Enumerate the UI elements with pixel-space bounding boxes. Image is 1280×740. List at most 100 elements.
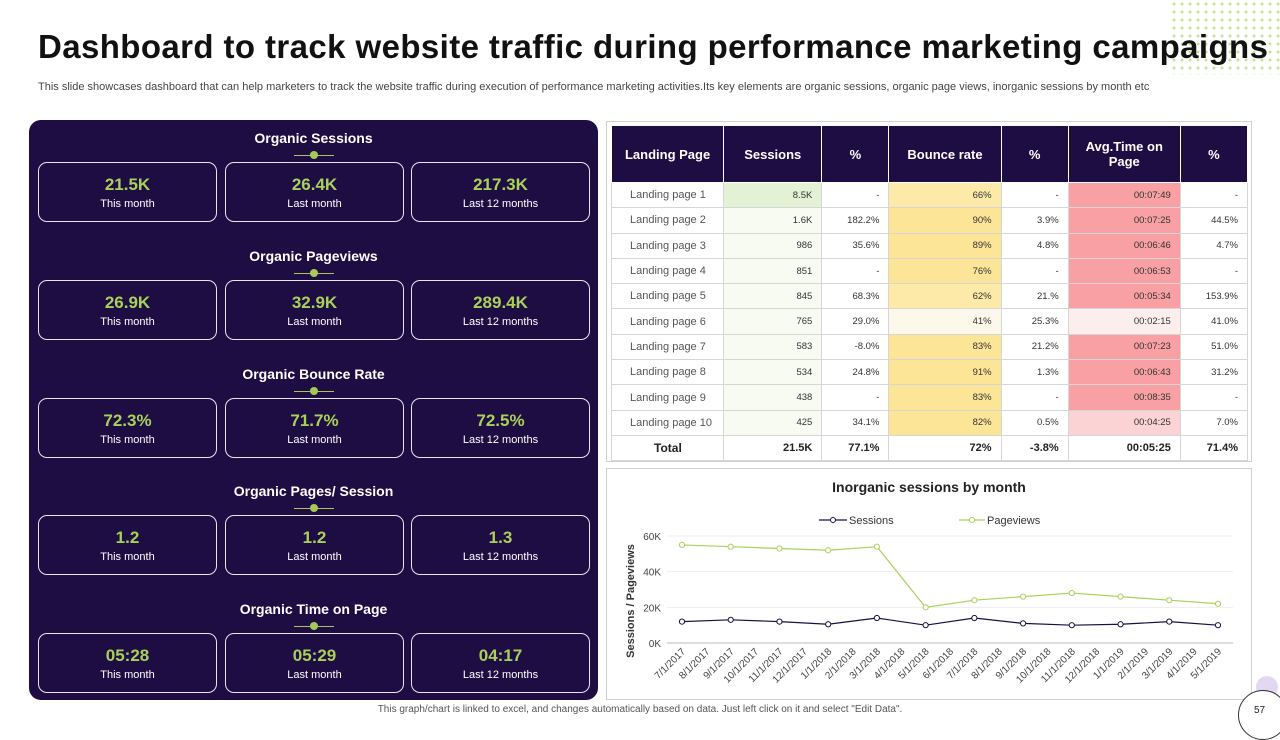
cell-landing-page: Total (610, 434, 725, 462)
landing-page-table: Landing Page Sessions % Bounce rate % Av… (610, 125, 1249, 462)
section-divider-dot (310, 622, 318, 630)
chart-legend: Sessions Pageviews (819, 515, 1041, 527)
cell-sessions-pct: 77.1% (821, 434, 890, 462)
cell-bounce-rate: 41% (888, 308, 1002, 335)
metric-value: 05:28 (105, 646, 150, 665)
cell-time-pct: - (1179, 384, 1249, 411)
cell-bounce-rate: 90% (888, 207, 1002, 234)
metric-value: 72.5% (476, 411, 525, 430)
cell-bounce-pct: 4.8% (1000, 232, 1069, 259)
cell-bounce-pct: 3.9% (1000, 207, 1069, 234)
metric-card-last-month: 1.2 Last month (225, 515, 404, 575)
cell-bounce-pct: -3.8% (1000, 434, 1069, 462)
data-point-pageviews (873, 543, 881, 550)
metric-label: Last month (287, 551, 342, 563)
cell-sessions: 986 (723, 232, 823, 259)
table-row: Landing page 3 986 35.6% 89% 4.8% 00:06:46 4.7… (610, 232, 1249, 259)
chart-title: Inorganic sessions by month (832, 479, 1026, 495)
table-row: Landing page 9 438-83% -00:08:35- (610, 384, 1249, 411)
data-point-sessions (873, 614, 881, 622)
cell-landing-page: Landing page 8 (610, 359, 725, 386)
legend-sessions-marker (830, 517, 836, 523)
data-point-sessions (776, 618, 783, 625)
cell-landing-page: Landing page 4 (610, 257, 725, 285)
cell-sessions: 845 (723, 283, 823, 310)
footer-note: This graph/chart is linked to excel, and… (377, 704, 903, 715)
cell-landing-page: Landing page 5 (610, 283, 725, 310)
cell-sessions: 425 (723, 409, 823, 436)
cell-avg-time: 00:06:43 (1067, 359, 1181, 386)
metric-value: 32.9K (291, 293, 338, 312)
cell-time-pct: 7.0% (1179, 409, 1249, 436)
table-total-row: Total 21.5K 77.1% 72% -3.8% 00:05:25 71.4% (610, 434, 1249, 462)
section-divider-dot (310, 151, 318, 159)
col-header-landing-page: Landing Page (610, 125, 725, 183)
cell-landing-page: Landing page 6 (610, 308, 725, 335)
metric-card-this-month: 26.9K This month (38, 280, 217, 340)
table-row: Landing page 4 851-76% -00:06:53- (610, 257, 1249, 285)
cell-avg-time: 00:08:35 (1067, 384, 1181, 411)
cell-sessions-pct: - (821, 384, 890, 411)
table-row: Landing page 1 8.5K -66% -00:07:49- (610, 181, 1249, 209)
data-point-pageviews (678, 541, 686, 549)
col-header-bounce-rate: Bounce rate (888, 125, 1002, 183)
metric-section-title: Organic Pages/ Session (233, 483, 394, 499)
cell-bounce-rate: 66% (888, 181, 1002, 209)
cell-landing-page: Landing page 1 (610, 181, 725, 209)
cell-time-pct: 71.4% (1179, 434, 1249, 462)
metric-card-last-month: 71.7% Last month (225, 398, 404, 458)
cell-landing-page: Landing page 2 (610, 207, 725, 234)
cell-time-pct: 153.9% (1179, 283, 1249, 310)
cell-bounce-rate: 91% (888, 359, 1002, 386)
col-header-sessions: Sessions (723, 125, 823, 183)
cell-time-pct: 41.0% (1179, 308, 1249, 335)
cell-bounce-rate: 83% (888, 333, 1002, 361)
cell-landing-page: Landing page 7 (610, 333, 725, 361)
metric-value: 289.4K (473, 293, 528, 312)
metric-section-title: Organic Time on Page (239, 601, 388, 617)
cell-sessions: 21.5K (723, 434, 823, 462)
chart-series (678, 541, 1222, 629)
metric-card-last-12-months: 289.4K Last 12 months (411, 280, 590, 340)
metric-label: This month (100, 316, 155, 328)
series-line-pageviews (681, 544, 1219, 608)
metric-card-last-12-months: 72.5% Last 12 months (411, 398, 590, 458)
cell-sessions: 438 (723, 384, 823, 411)
table-row: Landing page 6 765 29.0% 41% 25.3% 00:02:15 41… (610, 308, 1249, 335)
cell-sessions-pct: - (821, 257, 890, 285)
cell-avg-time: 00:07:49 (1067, 181, 1181, 209)
cell-landing-page: Landing page 3 (610, 232, 725, 259)
metric-label: Last 12 months (462, 551, 539, 563)
data-point-sessions (1166, 618, 1173, 625)
organic-metrics-panel: Organic Sessions 21.5K This month 26.4K La… (29, 120, 598, 700)
cell-time-pct: 44.5% (1179, 207, 1249, 234)
metric-value: 1.3 (488, 528, 513, 547)
legend-pageviews-label: Pageviews (987, 515, 1041, 527)
metric-label: Last 12 months (462, 669, 539, 681)
page-subtitle: This slide showcases dashboard that can … (38, 81, 1150, 93)
col-header-sessions-pct: % (821, 125, 890, 183)
metric-card-this-month: 05:28 This month (38, 633, 217, 693)
table-row: Landing page 10 425 34.1% 82% 0.5% 00:04:25 7.… (610, 409, 1249, 436)
table-header-row: Landing Page Sessions % Bounce rate % Av… (610, 125, 1249, 183)
cell-bounce-rate: 83% (888, 384, 1002, 411)
cell-time-pct: 31.2% (1179, 359, 1249, 386)
data-point-sessions (727, 616, 734, 623)
cell-landing-page: Landing page 9 (610, 384, 725, 411)
y-tick-label: 20K (643, 603, 661, 614)
cell-bounce-pct: 0.5% (1000, 409, 1069, 436)
metric-card-last-month: 05:29 Last month (225, 633, 404, 693)
metric-value: 26.4K (291, 175, 338, 194)
data-point-pageviews (1068, 589, 1075, 597)
cell-avg-time: 00:02:15 (1067, 308, 1181, 335)
y-axis-label: Sessions / Pageviews (625, 544, 637, 658)
metric-label: Last 12 months (462, 316, 539, 328)
series-line-sessions (681, 617, 1219, 626)
metric-value: 1.2 (302, 528, 327, 547)
col-header-avg-time: Avg.Time on Page (1067, 125, 1181, 183)
metric-section-title: Organic Pageviews (249, 248, 378, 264)
metric-label: Last month (287, 198, 342, 210)
data-point-pageviews (825, 547, 832, 554)
y-tick-label: 40K (643, 568, 661, 579)
metric-label: This month (100, 551, 155, 563)
